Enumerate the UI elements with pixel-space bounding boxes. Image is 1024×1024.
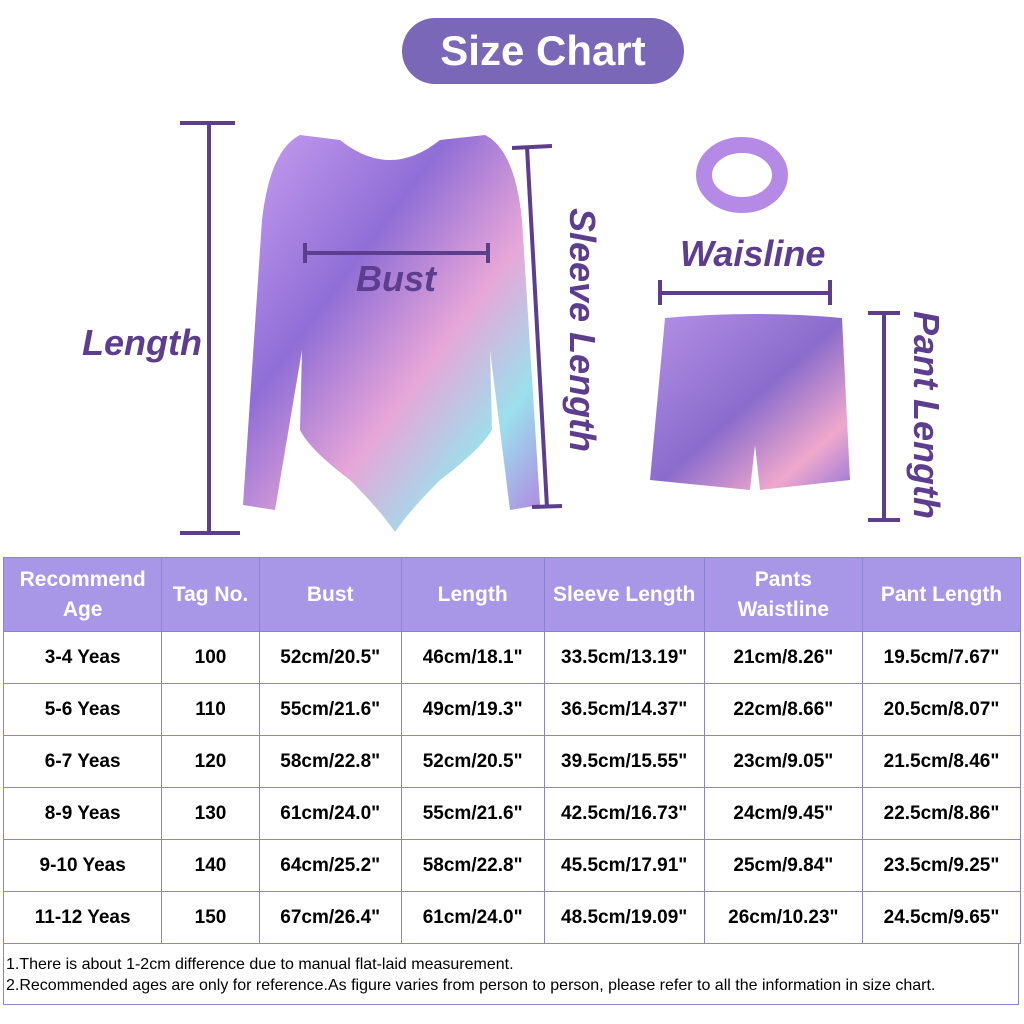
header-row: Recommend Age Tag No. Bust Length Sleeve Len… <box>2 557 1022 632</box>
table-cell: 48.5cm/19.09" <box>543 891 705 944</box>
table-cell: 42.5cm/16.73" <box>543 787 705 840</box>
table-cell: 6-7 Yeas <box>2 735 163 788</box>
table-row: 3-4 Yeas 100 52cm/20.5" 46cm/18.1" 33.5cm/13… <box>2 631 1022 684</box>
table-cell: 100 <box>161 631 260 684</box>
table-cell: 3-4 Yeas <box>2 631 163 684</box>
shorts <box>650 314 850 490</box>
header-cell: Tag No. <box>161 557 260 632</box>
note: 1.There is about 1-2cm difference due to… <box>6 956 514 973</box>
table-cell: 21.5cm/8.46" <box>861 735 1022 788</box>
table-cell: 45.5cm/17.91" <box>543 839 705 892</box>
table-cell: 22cm/8.66" <box>703 683 863 736</box>
table-cell: 23cm/9.05" <box>703 735 863 788</box>
table-row: 5-6 Yeas 110 55cm/21.6" 49cm/19.3" 36.5cm/14… <box>2 683 1022 736</box>
table-cell: 5-6 Yeas <box>2 683 163 736</box>
table-cell: 49cm/19.3" <box>400 683 545 736</box>
table-cell: 26cm/10.23" <box>703 891 863 944</box>
table-cell: 120 <box>161 735 260 788</box>
table-cell: 55cm/21.6" <box>258 683 402 736</box>
table-cell: 23.5cm/9.25" <box>861 839 1022 892</box>
table-cell: 39.5cm/15.55" <box>543 735 705 788</box>
measure-lines <box>180 121 900 535</box>
table-row: 6-7 Yeas 120 58cm/22.8" 52cm/20.5" 39.5cm/15… <box>2 735 1022 788</box>
header-cell: Length <box>400 557 545 632</box>
table-cell: 25cm/9.84" <box>703 839 863 892</box>
notes: 1.There is about 1-2cm difference due to… <box>3 943 1019 1005</box>
header-cell: Pant Length <box>861 557 1022 632</box>
waistline-label: Waisline <box>680 233 826 274</box>
table-cell: 130 <box>161 787 260 840</box>
table-cell: 21cm/8.26" <box>703 631 863 684</box>
table-cell: 58cm/22.8" <box>258 735 402 788</box>
header-cell: Pants Waistline <box>703 557 863 632</box>
size-table: Recommend Age Tag No. Bust Length Sleeve Len… <box>2 557 1022 944</box>
table-cell: 22.5cm/8.86" <box>861 787 1022 840</box>
header-cell: Bust <box>258 557 402 632</box>
table-cell: 52cm/20.5" <box>400 735 545 788</box>
table-row: 9-10 Yeas 140 64cm/25.2" 58cm/22.8" 45.5cm/1… <box>2 839 1022 892</box>
table-cell: 9-10 Yeas <box>2 839 163 892</box>
table-cell: 11-12 Yeas <box>2 891 163 944</box>
table-cell: 58cm/22.8" <box>400 839 545 892</box>
header-cell: Sleeve Length <box>543 557 705 632</box>
table-cell: 64cm/25.2" <box>258 839 402 892</box>
table-cell: 52cm/20.5" <box>258 631 402 684</box>
table-cell: 33.5cm/13.19" <box>543 631 705 684</box>
note: 2.Recommended ages are only for referenc… <box>6 977 936 994</box>
header-cell: Recommend Age <box>2 557 163 632</box>
table-cell: 20.5cm/8.07" <box>861 683 1022 736</box>
table-row: 8-9 Yeas 130 61cm/24.0" 55cm/21.6" 42.5cm/16… <box>2 787 1022 840</box>
table-cell: 61cm/24.0" <box>400 891 545 944</box>
table-cell: 110 <box>161 683 260 736</box>
table-cell: 46cm/18.1" <box>400 631 545 684</box>
sleeve-length-label: Sleeve Length <box>562 207 603 453</box>
length-label: Length <box>82 322 202 363</box>
table-cell: 36.5cm/14.37" <box>543 683 705 736</box>
table-cell: 55cm/21.6" <box>400 787 545 840</box>
table-row: 11-12 Yeas 150 67cm/26.4" 61cm/24.0" 48.5cm/… <box>2 891 1022 944</box>
table-cell: 24cm/9.45" <box>703 787 863 840</box>
garment-diagram <box>180 121 900 535</box>
pant-length-label: Pant Length <box>906 311 947 519</box>
table-cell: 67cm/26.4" <box>258 891 402 944</box>
scrunchie <box>696 137 788 213</box>
table-cell: 61cm/24.0" <box>258 787 402 840</box>
table-cell: 140 <box>161 839 260 892</box>
table-cell: 19.5cm/7.67" <box>861 631 1022 684</box>
table-cell: 8-9 Yeas <box>2 787 163 840</box>
table-cell: 24.5cm/9.65" <box>861 891 1022 944</box>
title: Size Chart <box>402 18 684 84</box>
bust-label: Bust <box>356 258 436 299</box>
table-cell: 150 <box>161 891 260 944</box>
leotard <box>243 135 540 532</box>
